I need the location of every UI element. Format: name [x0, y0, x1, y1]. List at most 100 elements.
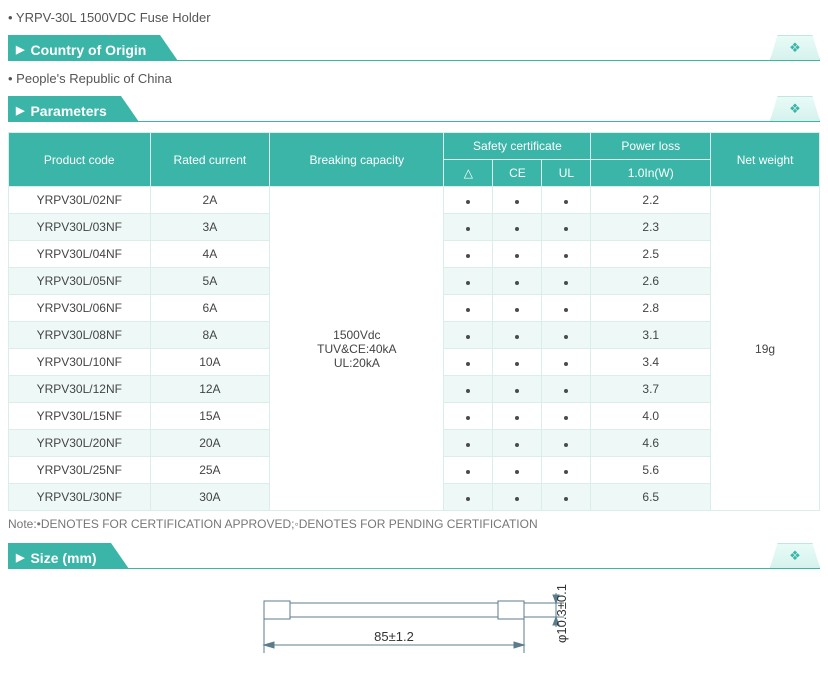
table-cell: 5A [150, 268, 270, 295]
section-title: ▶ Country of Origin [8, 35, 160, 60]
triangle-icon: ▶ [16, 43, 24, 56]
table-cell [542, 268, 591, 295]
table-cell [493, 457, 542, 484]
table-cell: 2.5 [591, 241, 711, 268]
table-cell [542, 430, 591, 457]
table-cell [444, 484, 493, 511]
table-cell [444, 403, 493, 430]
table-cell: 3A [150, 214, 270, 241]
th-product-code: Product code [9, 133, 151, 187]
table-cell: YRPV30L/04NF [9, 241, 151, 268]
length-label: 85±1.2 [374, 629, 414, 644]
parameters-table: Product code Rated current Breaking capa… [8, 132, 820, 511]
table-cell: 30A [150, 484, 270, 511]
section-title-text: Parameters [30, 103, 106, 119]
table-cell: 5.6 [591, 457, 711, 484]
table-cell: YRPV30L/30NF [9, 484, 151, 511]
fuse-dimension-svg: 85±1.2 φ10.3±0.1 [204, 583, 624, 693]
th-power-sub: 1.0In(W) [591, 160, 711, 187]
table-cell: 2.6 [591, 268, 711, 295]
table-cell: 4.0 [591, 403, 711, 430]
th-safety-col-1: △ [444, 160, 493, 187]
certification-note: Note:•DENOTES FOR CERTIFICATION APPROVED… [8, 517, 820, 531]
table-cell: YRPV30L/25NF [9, 457, 151, 484]
th-safety-certificate: Safety certificate [444, 133, 591, 160]
table-cell [493, 322, 542, 349]
size-diagram: 85±1.2 φ10.3±0.1 [8, 583, 820, 693]
section-header-size: ▶ Size (mm) ❖ [8, 543, 820, 569]
table-cell: 2.2 [591, 187, 711, 214]
triangle-icon: ▶ [16, 104, 24, 117]
table-cell: 4.6 [591, 430, 711, 457]
section-title: ▶ Parameters [8, 96, 121, 121]
table-cell: 10A [150, 349, 270, 376]
section-title: ▶ Size (mm) [8, 543, 111, 568]
table-cell: 3.1 [591, 322, 711, 349]
table-cell [542, 241, 591, 268]
table-cell [444, 322, 493, 349]
table-cell [444, 376, 493, 403]
table-cell [493, 430, 542, 457]
table-cell [444, 214, 493, 241]
table-cell: YRPV30L/02NF [9, 187, 151, 214]
table-cell [542, 403, 591, 430]
table-cell [542, 457, 591, 484]
table-cell [493, 295, 542, 322]
table-cell [493, 376, 542, 403]
table-cell [444, 457, 493, 484]
table-cell: YRPV30L/15NF [9, 403, 151, 430]
table-cell [493, 214, 542, 241]
table-cell [444, 349, 493, 376]
table-cell [542, 484, 591, 511]
th-rated-current: Rated current [150, 133, 270, 187]
header-badge-icon: ❖ [770, 35, 820, 60]
section-header-origin: ▶ Country of Origin ❖ [8, 35, 820, 61]
table-cell: YRPV30L/05NF [9, 268, 151, 295]
header-badge-icon: ❖ [770, 96, 820, 121]
table-cell: 4A [150, 241, 270, 268]
th-safety-col-3: UL [542, 160, 591, 187]
table-cell [542, 349, 591, 376]
table-cell: 12A [150, 376, 270, 403]
table-cell: 2.8 [591, 295, 711, 322]
table-cell: YRPV30L/10NF [9, 349, 151, 376]
top-bullet: • YRPV-30L 1500VDC Fuse Holder [8, 10, 820, 25]
table-row: YRPV30L/02NF2A1500VdcTUV&CE:40kAUL:20kA2… [9, 187, 820, 214]
table-cell [444, 295, 493, 322]
table-cell [493, 484, 542, 511]
net-weight-cell: 19g [711, 187, 820, 511]
th-breaking-capacity: Breaking capacity [270, 133, 444, 187]
header-badge-icon: ❖ [770, 543, 820, 568]
section-title-text: Country of Origin [30, 42, 146, 58]
table-cell: YRPV30L/20NF [9, 430, 151, 457]
table-cell: 15A [150, 403, 270, 430]
table-cell: 8A [150, 322, 270, 349]
table-cell: 6.5 [591, 484, 711, 511]
table-cell: 25A [150, 457, 270, 484]
table-cell: 2A [150, 187, 270, 214]
origin-bullet: • People's Republic of China [8, 71, 820, 86]
table-cell: YRPV30L/06NF [9, 295, 151, 322]
table-cell [542, 322, 591, 349]
table-cell: 2.3 [591, 214, 711, 241]
table-cell [493, 349, 542, 376]
table-cell: YRPV30L/12NF [9, 376, 151, 403]
table-cell: 6A [150, 295, 270, 322]
table-cell [542, 187, 591, 214]
table-cell [493, 268, 542, 295]
section-title-text: Size (mm) [30, 550, 96, 566]
table-cell [493, 403, 542, 430]
triangle-icon: ▶ [16, 551, 24, 564]
table-cell [542, 295, 591, 322]
table-cell [444, 187, 493, 214]
table-cell [444, 241, 493, 268]
table-cell [493, 187, 542, 214]
section-header-params: ▶ Parameters ❖ [8, 96, 820, 122]
table-cell: YRPV30L/08NF [9, 322, 151, 349]
th-power-loss: Power loss [591, 133, 711, 160]
table-cell [542, 214, 591, 241]
table-cell [493, 241, 542, 268]
breaking-capacity-cell: 1500VdcTUV&CE:40kAUL:20kA [270, 187, 444, 511]
table-cell: 20A [150, 430, 270, 457]
table-cell: 3.7 [591, 376, 711, 403]
